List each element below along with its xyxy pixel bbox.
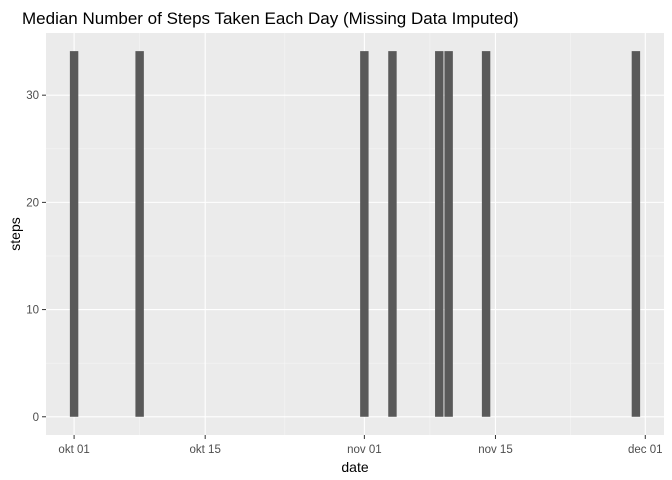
bar [435,51,444,417]
y-tick-label: 0 [33,412,39,424]
y-tick-label: 10 [26,305,39,317]
x-axis-title: date [341,459,368,475]
bar [631,51,641,417]
y-tick-label: 20 [26,197,39,209]
x-tick-label: nov 01 [347,444,382,456]
bars [69,51,641,417]
bar [69,51,79,417]
y-axis-title: steps [7,217,23,250]
y-tick-label: 30 [26,90,39,102]
x-tick-label: dec 01 [628,444,663,456]
bar [481,51,491,417]
chart-title: Median Number of Steps Taken Each Day (M… [22,9,519,28]
x-tick-label: okt 01 [58,444,89,456]
x-axis-ticks: okt 01 okt 15 nov 01 nov 15 dec 01 [58,435,663,456]
x-tick-label: okt 15 [190,444,221,456]
y-axis-ticks: 0 10 20 30 [26,90,46,424]
bar [388,51,397,417]
plot-panel [46,33,664,435]
x-tick-label: nov 15 [478,444,513,456]
bar [135,51,144,417]
bar [360,51,369,417]
bar [444,51,453,417]
